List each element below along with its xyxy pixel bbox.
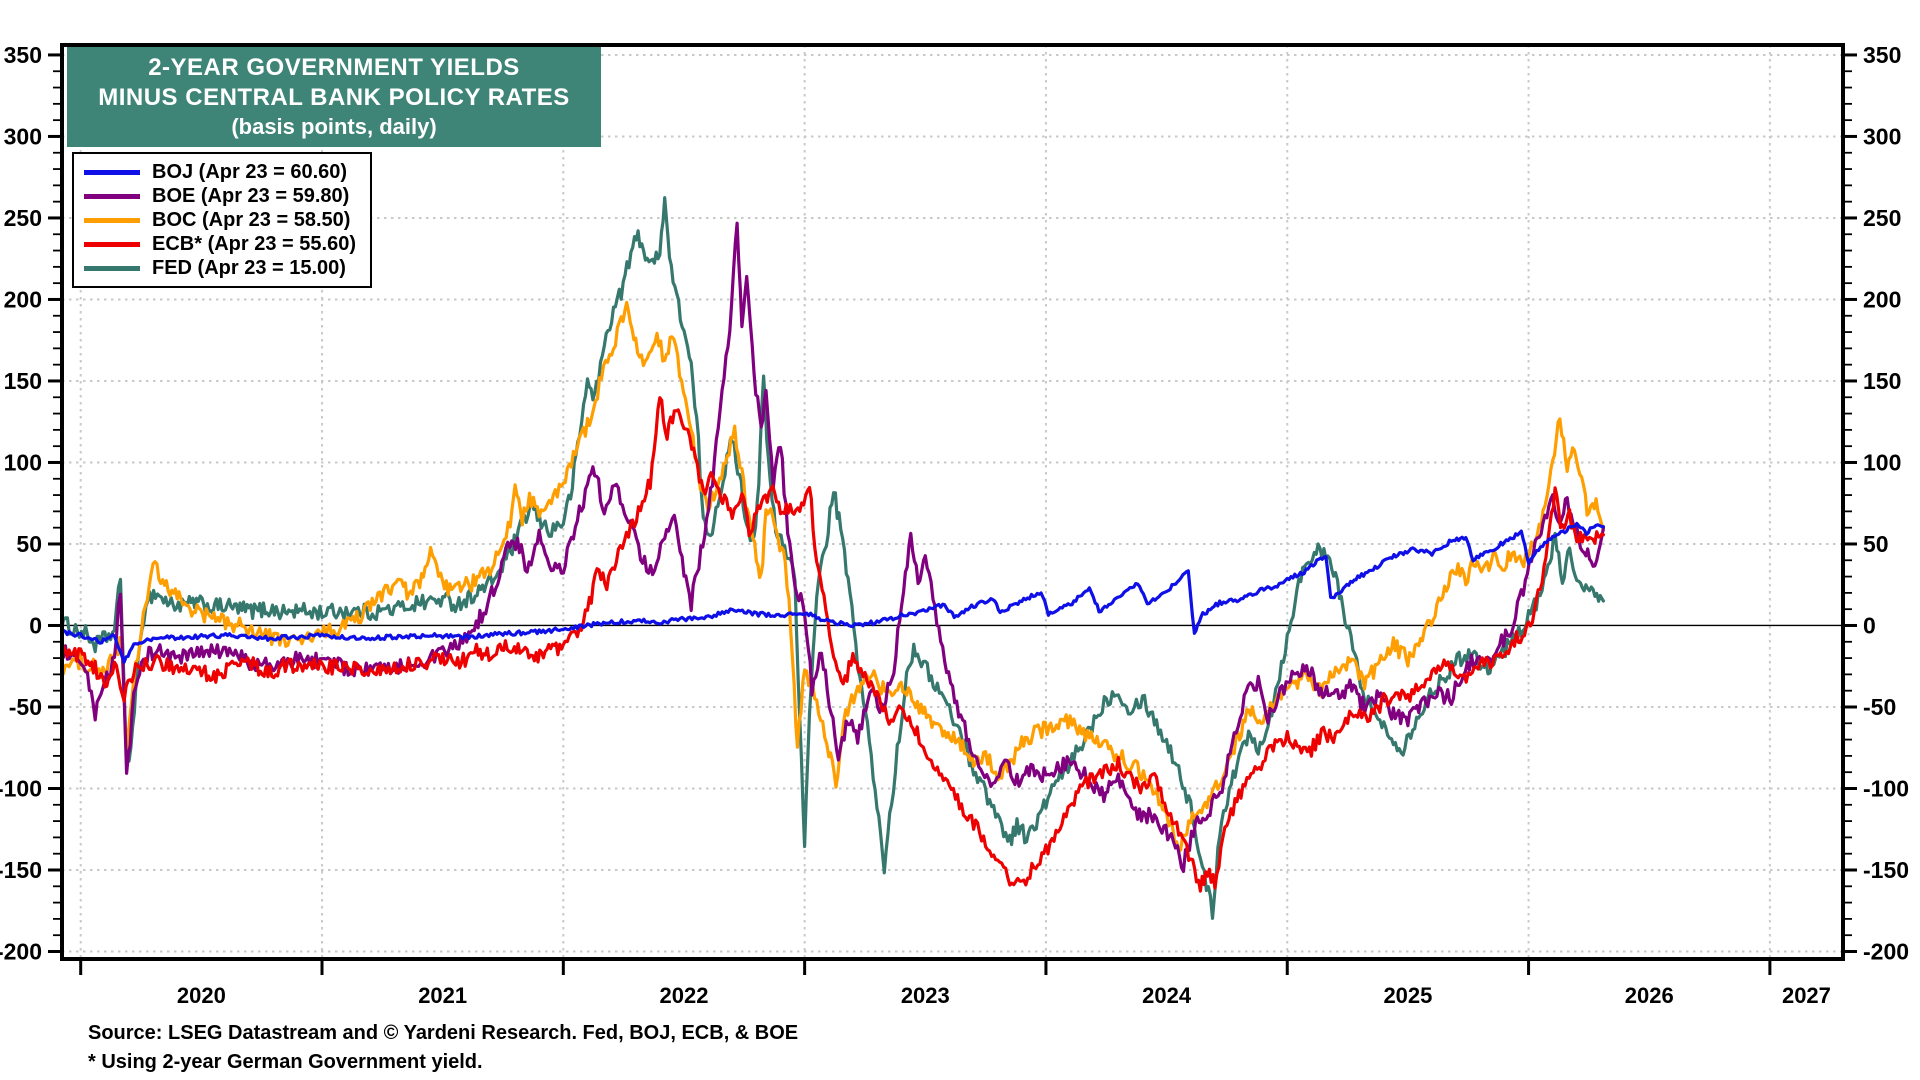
y-axis-label-right: 100 <box>1863 449 1901 475</box>
y-axis-label-right: -50 <box>1863 694 1896 720</box>
y-axis-label-left: -50 <box>9 694 42 720</box>
y-axis-label-right: 350 <box>1863 42 1901 68</box>
series-line-ECB <box>62 396 1605 893</box>
y-axis-label-right: 0 <box>1863 612 1876 638</box>
x-axis-label-2026: 2026 <box>1625 983 1674 1008</box>
chart-title-line2: MINUS CENTRAL BANK POLICY RATES <box>98 84 570 111</box>
y-axis-label-left: 200 <box>4 286 42 312</box>
legend-item-BOC: BOC (Apr 23 = 58.50) <box>84 209 356 231</box>
y-axis-label-left: 50 <box>16 531 42 557</box>
y-axis-label-left: 300 <box>4 123 42 149</box>
y-axis-label-right: -100 <box>1863 775 1909 801</box>
legend-swatch-ECB <box>84 241 140 247</box>
legend-item-ECB: ECB* (Apr 23 = 55.60) <box>84 233 356 255</box>
y-axis-label-right: 150 <box>1863 368 1901 394</box>
y-axis-label-left: 250 <box>4 205 42 231</box>
chart-title-box: 2-YEAR GOVERNMENT YIELDS MINUS CENTRAL B… <box>67 47 601 147</box>
source-text: Source: LSEG Datastream and © Yardeni Re… <box>88 1022 799 1044</box>
legend-swatch-BOC <box>84 217 140 223</box>
axis-labels: 350 350 300 300 250 250 200 200 150 150 100 100 50 50… <box>0 42 1909 1008</box>
series-line-BOC <box>62 300 1605 853</box>
legend-label-BOE: BOE (Apr 23 = 59.80) <box>152 184 350 207</box>
legend-box: BOJ (Apr 23 = 60.60) BOE (Apr 23 = 59.80)… <box>72 152 372 288</box>
chart-subtitle: (basis points, daily) <box>231 114 437 139</box>
y-axis-label-right: 50 <box>1863 531 1889 557</box>
x-axis-label-2022: 2022 <box>660 983 709 1008</box>
y-axis-label-left: 150 <box>4 368 42 394</box>
y-axis-label-right: 200 <box>1863 286 1901 312</box>
series-line-BOE <box>62 221 1605 874</box>
legend-swatch-BOE <box>84 193 140 199</box>
y-axis-label-right: -200 <box>1863 939 1909 965</box>
y-axis-label-left: -100 <box>0 775 42 801</box>
x-axis-label-2025: 2025 <box>1383 983 1432 1008</box>
x-axis-label-2020: 2020 <box>177 983 226 1008</box>
axis-ticks <box>48 53 1857 975</box>
legend-label-FED: FED (Apr 23 = 15.00) <box>152 256 346 279</box>
x-axis-label-2023: 2023 <box>901 983 950 1008</box>
y-axis-label-left: -150 <box>0 857 42 883</box>
footnote-text: * Using 2-year German Government yield. <box>88 1051 483 1073</box>
chart-title-line1: 2-YEAR GOVERNMENT YIELDS <box>148 54 520 81</box>
y-axis-label-left: 0 <box>29 612 42 638</box>
x-axis-label-2024: 2024 <box>1142 983 1192 1008</box>
legend-label-BOC: BOC (Apr 23 = 58.50) <box>152 208 351 231</box>
y-axis-label-right: -150 <box>1863 857 1909 883</box>
y-axis-label-right: 300 <box>1863 123 1901 149</box>
legend-item-BOJ: BOJ (Apr 23 = 60.60) <box>84 161 356 183</box>
series-lines <box>62 196 1605 920</box>
series-line-FED <box>62 196 1605 920</box>
plot-frame <box>60 43 1845 961</box>
y-axis-label-left: 350 <box>4 42 42 68</box>
series-line-BOJ <box>62 521 1605 664</box>
x-axis-label-2021: 2021 <box>418 983 467 1008</box>
legend-label-ECB: ECB* (Apr 23 = 55.60) <box>152 232 356 255</box>
legend-label-BOJ: BOJ (Apr 23 = 60.60) <box>152 160 348 183</box>
y-axis-label-right: 250 <box>1863 205 1901 231</box>
y-axis-label-left: 100 <box>4 449 42 475</box>
legend-swatch-BOJ <box>84 169 140 175</box>
legend-item-BOE: BOE (Apr 23 = 59.80) <box>84 185 356 207</box>
x-axis-label-2027: 2027 <box>1782 983 1831 1008</box>
legend-swatch-FED <box>84 265 140 271</box>
y-axis-label-left: -200 <box>0 939 42 965</box>
legend-item-FED: FED (Apr 23 = 15.00) <box>84 257 356 279</box>
